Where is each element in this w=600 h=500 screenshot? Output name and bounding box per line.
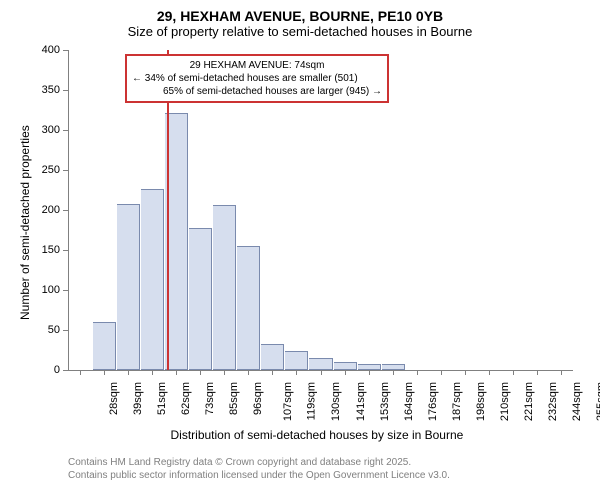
grid-line-v	[477, 50, 478, 370]
xtick-label: 255sqm	[595, 382, 600, 421]
xtick-label: 176sqm	[427, 382, 439, 421]
xtick-label: 85sqm	[228, 382, 240, 415]
y-axis-label: Number of semi-detached properties	[18, 125, 32, 320]
annotation-line1: 29 HEXHAM AVENUE: 74sqm	[132, 59, 382, 72]
xtick-label: 51sqm	[156, 382, 168, 415]
ytick-label: 200	[32, 204, 60, 216]
ytick-label: 50	[32, 324, 60, 336]
xtick-label: 198sqm	[475, 382, 487, 421]
histogram-bar	[308, 358, 332, 370]
x-axis-line	[68, 370, 573, 371]
histogram-bar	[212, 205, 236, 370]
footer-attribution: Contains HM Land Registry data © Crown c…	[68, 456, 450, 482]
annotation-box: 29 HEXHAM AVENUE: 74sqm← 34% of semi-det…	[125, 54, 389, 103]
xtick-label: 119sqm	[306, 382, 318, 420]
xtick-label: 232sqm	[547, 382, 559, 421]
xtick-label: 96sqm	[252, 382, 264, 415]
xtick-label: 244sqm	[571, 382, 583, 421]
annotation-line3: 65% of semi-detached houses are larger (…	[132, 85, 382, 98]
xtick-label: 130sqm	[331, 382, 343, 421]
ytick-label: 150	[32, 244, 60, 256]
histogram-bar	[140, 189, 164, 370]
grid-line-v	[525, 50, 526, 370]
ytick-label: 100	[32, 284, 60, 296]
histogram-chart: 29, HEXHAM AVENUE, BOURNE, PE10 0YB Size…	[0, 0, 600, 500]
xtick-label: 141sqm	[355, 382, 367, 421]
footer-line2: Contains public sector information licen…	[68, 469, 450, 482]
xtick-label: 39sqm	[132, 382, 144, 415]
chart-title-line2: Size of property relative to semi-detach…	[0, 24, 600, 45]
annotation-line2: ← 34% of semi-detached houses are smalle…	[132, 72, 382, 85]
xtick-label: 187sqm	[451, 382, 463, 421]
histogram-bar	[236, 246, 260, 370]
histogram-bar	[333, 362, 357, 370]
ytick-label: 300	[32, 124, 60, 136]
xtick-label: 164sqm	[403, 382, 415, 421]
xtick-label: 62sqm	[180, 382, 192, 415]
histogram-bar	[284, 351, 308, 370]
footer-line1: Contains HM Land Registry data © Crown c…	[68, 456, 450, 469]
grid-line-v	[453, 50, 454, 370]
chart-title-line1: 29, HEXHAM AVENUE, BOURNE, PE10 0YB	[0, 0, 600, 24]
ytick-label: 350	[32, 84, 60, 96]
xtick-label: 73sqm	[204, 382, 216, 415]
grid-line-v	[405, 50, 406, 370]
x-axis-label: Distribution of semi-detached houses by …	[171, 428, 464, 442]
xtick-label: 28sqm	[108, 382, 120, 415]
y-axis-line	[68, 50, 69, 370]
grid-line-v	[501, 50, 502, 370]
ytick-label: 400	[32, 44, 60, 56]
xtick-label: 153sqm	[379, 382, 391, 421]
histogram-bar	[92, 322, 116, 370]
grid-line-v	[92, 50, 93, 370]
xtick-label: 107sqm	[282, 382, 294, 421]
xtick-label: 210sqm	[499, 382, 511, 421]
xtick-label: 221sqm	[523, 382, 535, 421]
grid-line-h	[68, 130, 573, 131]
histogram-bar	[188, 228, 212, 370]
histogram-bar	[116, 204, 140, 370]
grid-line-h	[68, 170, 573, 171]
ytick-label: 250	[32, 164, 60, 176]
grid-line-v	[549, 50, 550, 370]
grid-line-v	[116, 50, 117, 370]
grid-line-v	[429, 50, 430, 370]
ytick-label: 0	[32, 364, 60, 376]
grid-line-h	[68, 50, 573, 51]
histogram-bar	[260, 344, 284, 370]
